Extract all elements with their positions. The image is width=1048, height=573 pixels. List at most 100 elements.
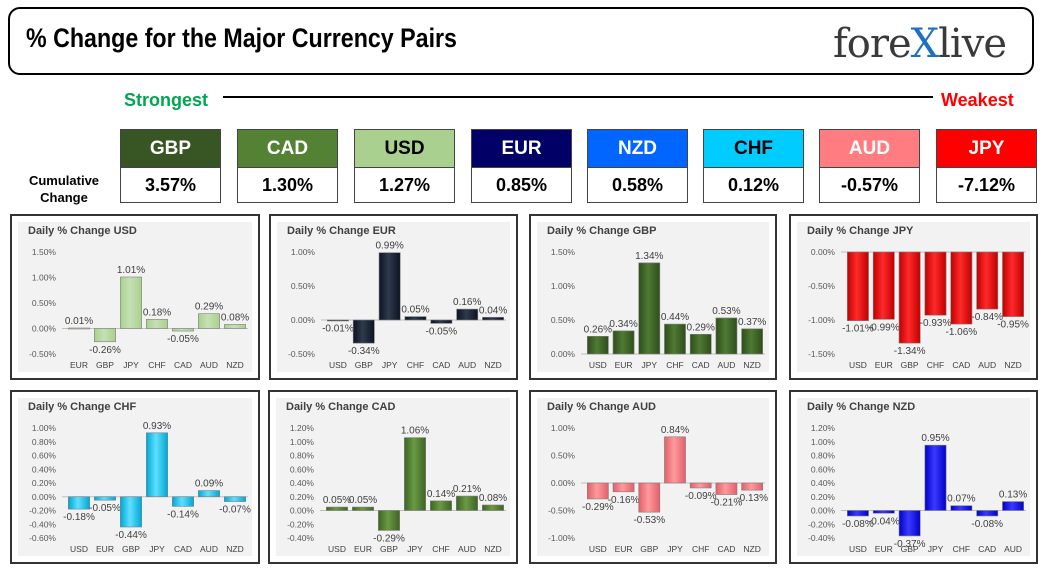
x-tick-label: USD: [328, 544, 346, 554]
y-tick-label: 0.00%: [32, 492, 57, 502]
bar-aud: [456, 495, 478, 511]
bar-eur: [68, 327, 90, 330]
bar-jpy: [378, 252, 401, 321]
y-tick-label: 0.40%: [811, 478, 836, 488]
x-tick-label: CAD: [174, 360, 192, 370]
y-tick-label: 1.00%: [551, 423, 576, 433]
y-tick-label: 0.80%: [32, 437, 57, 447]
y-tick-label: 0.00%: [290, 506, 315, 516]
x-tick-label: GBP: [122, 544, 140, 554]
data-label: 0.21%: [453, 484, 481, 495]
data-label: 0.09%: [195, 479, 223, 490]
bar-gbp: [898, 510, 921, 537]
data-label: -0.08%: [842, 519, 874, 530]
x-tick-label: CAD: [952, 360, 970, 370]
y-tick-label: -0.60%: [29, 533, 56, 543]
x-tick-label: USD: [849, 360, 867, 370]
bar-chart: Daily % Change CAD 1.20% 1.00% 0.80% 0.60% 0.…: [286, 401, 507, 554]
x-tick-label: USD: [589, 360, 607, 370]
data-label: 1.06%: [401, 426, 429, 437]
data-label: -0.44%: [115, 530, 147, 541]
bar-chart: Daily % Change GBP 1.50% 1.00% 0.50% 0.00% 0.…: [547, 225, 766, 370]
y-tick-label: -0.40%: [808, 533, 835, 543]
bar-aud: [198, 313, 220, 329]
cumulative-label-line1: Cumulative: [28, 173, 100, 188]
bar-chart: Daily % Change USD 1.50% 1.00% 0.50% 0.00% -0…: [28, 225, 249, 370]
bar-cad: [172, 496, 194, 507]
data-label: -0.26%: [89, 345, 121, 356]
y-tick-label: 0.50%: [551, 315, 576, 325]
bar-chart: Daily % Change EUR 1.00% 0.50% 0.00% -0.50% -…: [287, 225, 507, 370]
y-tick-label: 0.00%: [551, 478, 576, 488]
bar-chf: [146, 319, 168, 329]
bar-nzd: [1002, 251, 1024, 317]
x-tick-label: CHF: [666, 360, 683, 370]
chart-panel-gbp: Daily % Change GBP 1.50% 1.00% 0.50% 0.00% 0.…: [529, 214, 777, 380]
bar-chf: [689, 482, 712, 489]
bar-cad: [950, 251, 973, 325]
data-label: -0.14%: [167, 509, 199, 520]
data-label: 0.93%: [143, 421, 171, 432]
x-tick-label: CHF: [927, 360, 944, 370]
y-tick-label: -0.20%: [808, 519, 835, 529]
data-label: 1.01%: [117, 265, 145, 276]
cumulative-change-value: 1.30%: [261, 175, 314, 195]
x-tick-label: NZD: [743, 544, 760, 554]
bar-gbp: [638, 482, 661, 513]
bar-jpy: [638, 262, 661, 355]
x-tick-label: CAD: [692, 360, 710, 370]
y-tick-label: -0.50%: [808, 281, 835, 291]
y-tick-label: 0.80%: [290, 451, 315, 461]
data-label: 0.95%: [921, 433, 949, 444]
bar-gbp: [898, 251, 921, 344]
x-tick-label: AUD: [200, 544, 218, 554]
y-tick-label: 1.00%: [32, 273, 57, 283]
bar-chf: [404, 316, 427, 321]
bar-nzd: [482, 316, 504, 321]
bar-usd: [847, 510, 869, 517]
y-tick-label: 0.60%: [32, 451, 57, 461]
data-label: 0.08%: [221, 312, 249, 323]
data-label: -0.05%: [426, 326, 458, 337]
data-label: -0.13%: [736, 493, 768, 504]
data-label: 0.14%: [427, 489, 455, 500]
logo-text: foreXlive: [833, 21, 1007, 67]
y-tick-label: -0.20%: [287, 519, 314, 529]
currency-code: GBP: [121, 130, 220, 168]
chart-panel-cad: Daily % Change CAD 1.20% 1.00% 0.80% 0.60% 0.…: [268, 390, 518, 564]
y-tick-label: 0.00%: [551, 349, 576, 359]
x-tick-label: CHF: [953, 544, 970, 554]
bar-chf: [924, 251, 947, 316]
data-label: 0.53%: [712, 306, 740, 317]
y-tick-label: -1.00%: [548, 533, 575, 543]
x-tick-label: CHF: [692, 544, 709, 554]
cumulative-change-value: 0.85%: [495, 175, 548, 195]
x-tick-label: GBP: [640, 544, 658, 554]
currency-code: USD: [355, 130, 454, 168]
cumulative-change-value: 3.57%: [144, 175, 197, 195]
bar-eur: [352, 506, 374, 511]
y-tick-label: 1.00%: [811, 437, 836, 447]
chart-panel-nzd: Daily % Change NZD 1.20% 1.00% 0.80% 0.60% 0.…: [789, 390, 1038, 564]
x-tick-label: CAD: [978, 544, 996, 554]
x-tick-label: EUR: [875, 544, 893, 554]
x-tick-label: AUD: [200, 360, 218, 370]
x-tick-label: JPY: [641, 360, 657, 370]
y-tick-label: -0.50%: [29, 349, 56, 359]
bar-eur: [612, 330, 635, 355]
data-label: -0.53%: [633, 515, 665, 526]
bar-chart: Daily % Change NZD 1.20% 1.00% 0.80% 0.60% 0.…: [807, 401, 1027, 554]
currency-card-gbp: GBP 3.57%: [120, 129, 221, 203]
x-tick-label: NZD: [226, 544, 243, 554]
bar-chart: Daily % Change AUD1.00%0.50%0.00%-0.50%-…: [547, 401, 768, 554]
bar-cad: [976, 510, 999, 517]
y-tick-label: -0.40%: [29, 519, 56, 529]
y-tick-label: -0.50%: [288, 349, 315, 359]
data-label: 0.34%: [609, 319, 637, 330]
bar-chf: [430, 500, 452, 511]
logo-text-x: X: [910, 21, 940, 67]
bar-usd: [847, 251, 869, 321]
y-tick-label: 0.40%: [32, 464, 57, 474]
data-label: 0.18%: [143, 307, 171, 318]
cumulative-label-line2: Change: [40, 190, 88, 205]
